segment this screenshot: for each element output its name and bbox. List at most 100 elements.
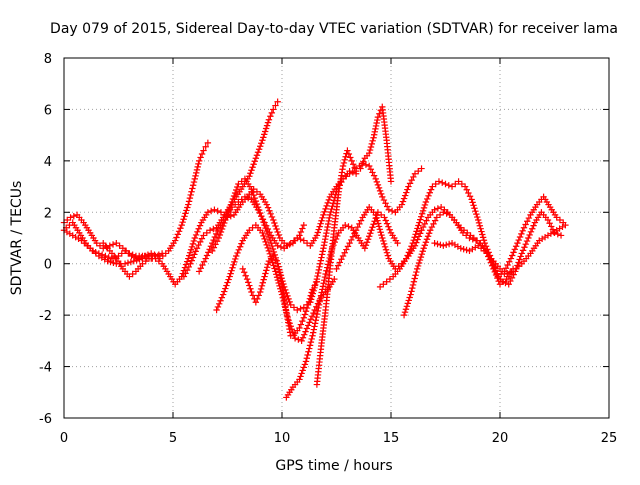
- data-point: [313, 278, 321, 285]
- data-point-interp: [418, 250, 426, 258]
- x-tick-label: 10: [274, 431, 291, 446]
- data-point-interp: [260, 276, 267, 283]
- data-point-interp: [306, 345, 313, 352]
- data-point-interp: [403, 303, 411, 310]
- data-point-interp: [283, 289, 290, 297]
- data-point: [379, 193, 386, 201]
- data-point: [416, 219, 423, 226]
- data-point: [339, 252, 347, 260]
- data-point-interp: [190, 237, 198, 245]
- data-point: [352, 227, 360, 234]
- data-point-interp: [519, 247, 527, 254]
- data-point-interp: [306, 342, 314, 349]
- data-point: [204, 139, 212, 147]
- data-point-interp: [471, 205, 478, 212]
- data-point-interp: [182, 210, 189, 217]
- data-point-interp: [187, 191, 194, 199]
- data-point: [472, 237, 480, 244]
- data-point: [302, 358, 310, 365]
- data-point-interp: [518, 230, 525, 238]
- data-point: [501, 270, 508, 278]
- data-point: [235, 180, 242, 188]
- data-point-interp: [423, 217, 430, 224]
- data-point-interp: [276, 269, 283, 276]
- data-point-interp: [179, 219, 186, 226]
- data-point-interp: [270, 262, 277, 269]
- data-point-interp: [354, 223, 361, 231]
- data-point-interp: [374, 116, 381, 124]
- data-point-interp: [223, 282, 230, 289]
- data-point: [557, 232, 565, 239]
- data-point-interp: [203, 252, 211, 259]
- data-point-interp: [235, 246, 243, 254]
- data-point-interp: [144, 251, 152, 258]
- data-point-interp: [425, 230, 433, 237]
- data-point-interp: [307, 338, 315, 346]
- data-point-interp: [245, 279, 252, 286]
- data-point-interp: [303, 325, 311, 332]
- data-point-interp: [383, 220, 391, 227]
- data-point-interp: [388, 207, 396, 215]
- data-point-interp: [419, 223, 427, 231]
- data-point-interp: [521, 244, 528, 251]
- data-point-interp: [369, 137, 376, 144]
- data-point-interp: [299, 225, 306, 232]
- data-point-interp: [348, 236, 355, 244]
- data-point-interp: [107, 258, 114, 266]
- series-track-15: [431, 221, 569, 278]
- data-point-interp: [283, 312, 291, 320]
- data-point: [148, 250, 155, 257]
- data-point: [300, 304, 307, 311]
- data-point-interp: [245, 194, 252, 202]
- data-point: [215, 234, 222, 242]
- data-point-interp: [334, 262, 342, 269]
- data-point-interp: [212, 230, 220, 238]
- data-point: [235, 198, 242, 206]
- data-point-interp: [253, 152, 261, 159]
- data-point-interp: [317, 292, 325, 299]
- data-point-interp: [262, 222, 270, 229]
- data-point-interp: [129, 270, 136, 278]
- data-point-interp: [301, 311, 309, 318]
- data-point-interp: [510, 249, 517, 256]
- y-tick-label: -6: [39, 412, 52, 427]
- data-point-interp: [263, 122, 271, 129]
- data-point: [202, 255, 209, 262]
- data-point-interp: [183, 207, 190, 214]
- data-point-interp: [318, 217, 325, 224]
- data-point-interp: [183, 258, 191, 265]
- data-point-interp: [369, 169, 376, 176]
- data-point-interp: [64, 216, 71, 224]
- data-point: [248, 288, 255, 296]
- data-point-interp: [423, 195, 431, 203]
- data-point-interp: [188, 257, 195, 264]
- data-point-interp: [479, 231, 486, 238]
- data-point-interp: [98, 251, 106, 258]
- data-point-interp: [249, 292, 257, 299]
- data-point-interp: [197, 238, 204, 246]
- data-point: [553, 214, 560, 221]
- data-point-interp: [386, 275, 394, 283]
- data-point: [67, 214, 74, 221]
- data-point: [89, 247, 96, 255]
- data-point: [263, 201, 270, 208]
- data-point-interp: [463, 246, 470, 254]
- data-point-interp: [250, 191, 257, 199]
- data-point-interp: [504, 269, 511, 277]
- data-point-interp: [185, 198, 193, 205]
- data-point: [219, 291, 227, 298]
- data-point-interp: [469, 199, 476, 206]
- data-point-interp: [187, 246, 195, 253]
- data-point-interp: [357, 217, 365, 224]
- data-point: [433, 214, 440, 221]
- data-point-interp: [174, 231, 181, 238]
- data-point-interp: [408, 288, 415, 295]
- data-point: [121, 247, 129, 255]
- data-point-interp: [197, 154, 204, 161]
- data-point-interp: [277, 243, 285, 251]
- data-point: [459, 229, 467, 237]
- data-point: [287, 332, 294, 339]
- data-point: [525, 234, 532, 242]
- data-point-interp: [314, 269, 322, 277]
- data-point-interp: [225, 276, 232, 283]
